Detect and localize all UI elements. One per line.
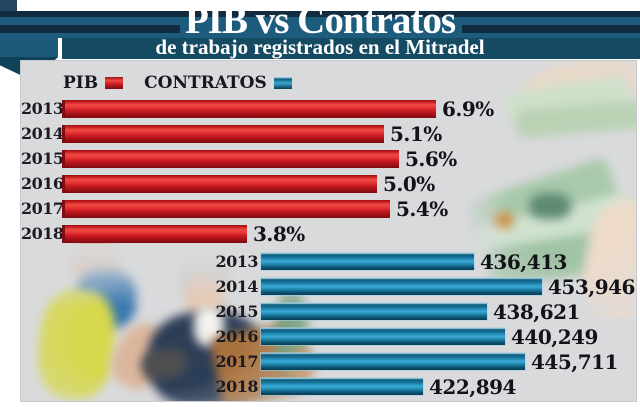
- contratos-bar: [261, 303, 487, 320]
- value-label: 453,946: [548, 274, 635, 299]
- page-title: PIB vs Contratos: [184, 0, 456, 42]
- legend-pib-swatch: [105, 77, 124, 89]
- contratos-bar: [261, 353, 525, 370]
- value-label: 422,894: [429, 374, 516, 399]
- bar-row: 2013 436,413: [21, 249, 636, 274]
- value-label: 445,711: [531, 349, 618, 374]
- title-rule-right: [462, 25, 640, 33]
- bar-row: 2016 440,249: [21, 324, 636, 349]
- legend-contratos-swatch: [273, 77, 292, 89]
- chart-panel: PIB CONTRATOS 2013 6.9% 2014 5.1% 2015 5…: [20, 60, 637, 402]
- bar-row: 2014 5.1%: [21, 121, 636, 146]
- contratos-bar: [261, 328, 505, 345]
- contratos-bar: [261, 278, 542, 295]
- bar-row: 2018 422,894: [21, 374, 636, 399]
- value-label: 5.0%: [383, 171, 435, 196]
- year-label: 2013: [21, 99, 64, 118]
- year-label: 2013: [215, 252, 258, 271]
- value-label: 5.1%: [390, 121, 442, 146]
- legend: PIB CONTRATOS: [63, 73, 306, 93]
- value-label: 5.4%: [396, 196, 448, 221]
- year-label: 2015: [21, 149, 64, 168]
- pib-bar: [62, 199, 390, 218]
- title-rule-left: [0, 25, 180, 33]
- pib-bar: [62, 149, 399, 168]
- value-label: 438,621: [493, 299, 580, 324]
- bar-row: 2017 445,711: [21, 349, 636, 374]
- subtitle-band: [62, 38, 640, 59]
- year-label: 2016: [215, 327, 258, 346]
- year-label: 2017: [215, 352, 258, 371]
- bar-row: 2017 5.4%: [21, 196, 636, 221]
- year-label: 2018: [215, 377, 258, 396]
- bar-row: 2014 453,946: [21, 274, 636, 299]
- pib-bar: [62, 124, 384, 143]
- title-band: [0, 11, 640, 38]
- year-label: 2014: [215, 277, 258, 296]
- contratos-chart: 2013 436,413 2014 453,946 2015 438,621 2…: [21, 249, 636, 399]
- year-label: 2014: [21, 124, 64, 143]
- pib-chart: 2013 6.9% 2014 5.1% 2015 5.6% 2016 5.0% …: [21, 96, 636, 246]
- corner-accent: [0, 0, 17, 11]
- value-label: 3.8%: [253, 221, 305, 246]
- value-label: 440,249: [511, 324, 598, 349]
- legend-pib-label: PIB: [63, 73, 99, 93]
- title-band-edge: [0, 11, 640, 17]
- legend-contratos-label: CONTRATOS: [144, 73, 267, 93]
- ribbon-left: [0, 38, 58, 57]
- value-label: 6.9%: [442, 96, 494, 121]
- year-label: 2016: [21, 174, 64, 193]
- value-label: 5.6%: [405, 146, 457, 171]
- pib-bar: [62, 99, 436, 118]
- pib-bar: [62, 224, 247, 243]
- year-label: 2018: [21, 224, 64, 243]
- bar-row: 2016 5.0%: [21, 171, 636, 196]
- value-label: 436,413: [480, 249, 567, 274]
- contratos-bar: [261, 253, 474, 270]
- page-subtitle: de trabajo registrados en el Mitradel: [155, 35, 485, 59]
- contratos-bar: [261, 378, 423, 395]
- bar-row: 2018 3.8%: [21, 221, 636, 246]
- bar-row: 2015 438,621: [21, 299, 636, 324]
- year-label: 2017: [21, 199, 64, 218]
- bar-row: 2015 5.6%: [21, 146, 636, 171]
- bar-row: 2013 6.9%: [21, 96, 636, 121]
- pib-bar: [62, 174, 377, 193]
- year-label: 2015: [215, 302, 258, 321]
